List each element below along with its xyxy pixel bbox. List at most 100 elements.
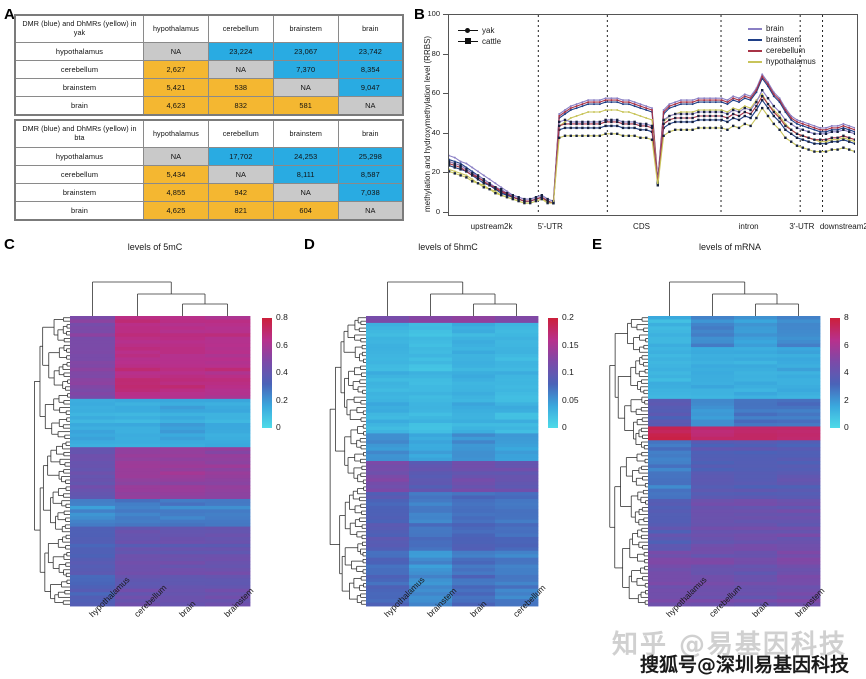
panel-b-series-marker [465,166,468,169]
table-column-header: cerebellum [207,14,274,43]
heatmap-cell [115,381,161,386]
heatmap-cell [495,433,539,438]
heatmap-cell [409,536,453,541]
panel-b-series-marker [703,126,706,130]
heatmap-cell [115,343,161,348]
heatmap-cell [495,322,539,327]
panel-b-series-marker [761,75,764,78]
heatmap-cell [70,592,116,597]
heatmap-cell [70,561,116,566]
heatmap-cell [691,488,735,493]
panel-b-series-marker [529,199,532,203]
heatmap-cell [160,498,206,503]
heatmap-cell [452,343,496,348]
heatmap-cell [115,447,161,452]
heatmap-cell [115,495,161,500]
heatmap-cell [734,440,778,445]
heatmap-cell [452,568,496,572]
table-cell: 8,587 [337,165,404,184]
panel-b-series-marker [813,124,816,127]
heatmap-cell [205,347,251,351]
heatmap-cell [366,585,410,590]
heatmap-cell [495,481,539,486]
heatmap-cell [115,588,161,593]
panel-b-series-marker [842,134,845,137]
panel-b-series-marker [622,101,624,104]
heatmap-cell [691,347,735,351]
panel-b-series-marker [743,95,746,98]
heatmap-cell [205,433,251,438]
heatmap-cell [734,512,778,517]
heatmap-cell [648,316,692,320]
heatmap-cell [691,571,735,576]
panel-b-series-marker [621,134,625,137]
heatmap-cell [409,457,453,462]
heatmap-cell [495,602,539,607]
panel-b-series-marker [807,148,810,151]
heatmap-cell [409,440,453,445]
heatmap-cell [777,526,821,531]
table-cell: 9,047 [337,78,404,97]
heatmap-cell [160,326,206,331]
panel-b-series-marker [564,120,566,123]
heatmap-cell [734,564,778,569]
panel-b-series-marker [616,132,619,135]
heatmap-cell [452,360,496,365]
heatmap-cell [648,571,692,576]
heatmap-cell [495,405,539,410]
panel-b-yaxis-title: methylation and hydroxymethylation level… [412,10,432,215]
heatmap-cell [205,412,251,417]
panel-b-series-marker [830,124,833,127]
panel-b-series-marker [627,99,630,102]
panel-b-series-marker [714,97,717,100]
panel-b-series-marker [482,186,485,189]
panel-b-series-marker [680,101,682,104]
heatmap-cell [495,464,539,469]
heatmap-cell [366,512,410,517]
heatmap-cell [691,450,735,455]
panel-b-series-marker [569,134,572,137]
panel-b-series-marker [587,120,590,124]
heatmap-cell [205,374,251,379]
panel-b-species-legend-marker [465,38,471,44]
heatmap-cell [409,561,453,566]
panel-b-series-marker [593,101,595,104]
heatmap-cell [115,419,161,424]
heatmap-cell [734,381,778,386]
panel-b-series-marker [737,114,741,118]
heatmap-cell [160,599,206,603]
panel-b-series-marker [592,120,596,124]
heatmap-cell [495,419,539,424]
heatmap-cell [648,564,692,569]
panel-b-series-marker [459,160,462,163]
heatmap-cell [648,322,692,327]
heatmap-cell [691,326,735,331]
panel-b-series-marker [685,101,688,104]
heatmap-cell [366,419,410,424]
heatmap-cell [734,367,778,372]
panel-b-series-marker [500,192,503,195]
panel-b-series-marker [448,158,450,161]
heatmap-cell [205,326,251,331]
panel-b-series-marker [778,116,781,120]
heatmap-cell [495,495,539,500]
panel-b-region-label: upstream2k [470,222,513,231]
heatmap-cell [452,561,496,566]
table-row: brain 4,623 832 581 NA [14,96,404,116]
heatmap-cell [366,464,410,469]
panel-b-series-marker [500,188,503,191]
heatmap-cell [70,423,116,427]
heatmap-cell [205,561,251,566]
heatmap-cell [70,405,116,410]
heatmap-cell [495,471,539,476]
heatmap-cell [648,454,692,458]
heatmap-cell [648,602,692,607]
heatmap-cell [495,426,539,431]
heatmap-cell [409,336,453,341]
heatmap-cell [366,557,410,562]
heatmap-cell [160,391,206,396]
heatmap-cell [409,526,453,531]
heatmap-cell [70,329,116,334]
panel-letter-d: D [304,236,315,253]
heatmap-cell [648,530,692,534]
